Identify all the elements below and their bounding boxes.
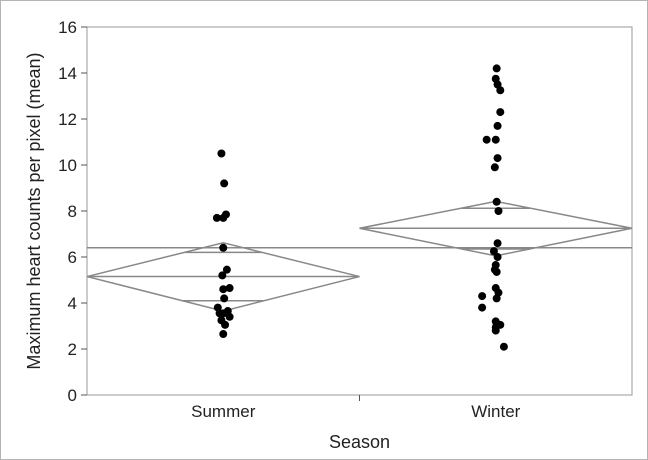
data-point bbox=[493, 121, 502, 130]
data-point bbox=[225, 312, 234, 321]
data-point bbox=[482, 135, 491, 144]
y-tick-label: 10 bbox=[58, 156, 77, 175]
y-tick-label: 8 bbox=[68, 202, 77, 221]
data-point bbox=[225, 284, 234, 293]
data-point bbox=[478, 292, 487, 301]
data-point bbox=[489, 247, 498, 256]
data-point bbox=[491, 135, 500, 144]
x-axis-label: Season bbox=[329, 432, 390, 452]
y-tick-label: 12 bbox=[58, 110, 77, 129]
data-point bbox=[496, 86, 505, 95]
y-tick-label: 0 bbox=[68, 386, 77, 405]
data-point bbox=[493, 239, 502, 248]
data-point bbox=[493, 253, 502, 261]
data-point bbox=[490, 163, 499, 172]
data-point bbox=[492, 294, 501, 303]
data-point bbox=[499, 342, 508, 351]
data-point bbox=[220, 294, 229, 303]
data-point bbox=[212, 213, 221, 222]
data-point bbox=[219, 285, 228, 294]
data-point bbox=[220, 179, 229, 188]
y-axis: 0 2 4 6 8 10 12 14 16 bbox=[58, 18, 87, 405]
data-point bbox=[492, 267, 501, 276]
data-point bbox=[219, 243, 228, 252]
data-point bbox=[221, 320, 230, 329]
data-point bbox=[221, 210, 230, 219]
data-point bbox=[478, 303, 487, 312]
y-axis-label: Maximum heart counts per pixel (mean) bbox=[24, 52, 44, 369]
data-point bbox=[491, 326, 500, 335]
x-axis: Summer Winter bbox=[191, 395, 521, 421]
data-point bbox=[496, 108, 505, 117]
y-tick-label: 2 bbox=[68, 340, 77, 359]
data-point bbox=[219, 330, 228, 339]
data-points bbox=[212, 64, 508, 351]
x-tick-label: Summer bbox=[191, 402, 256, 421]
data-point bbox=[493, 154, 502, 163]
data-point bbox=[222, 265, 231, 274]
data-point bbox=[218, 271, 227, 280]
x-tick-label: Winter bbox=[471, 402, 520, 421]
y-tick-label: 6 bbox=[68, 248, 77, 267]
data-point bbox=[492, 197, 501, 206]
data-point bbox=[492, 64, 501, 73]
data-point bbox=[217, 149, 226, 158]
y-tick-label: 14 bbox=[58, 64, 77, 83]
data-point bbox=[494, 207, 503, 215]
data-point bbox=[496, 320, 505, 329]
y-tick-label: 16 bbox=[58, 18, 77, 37]
y-tick-label: 4 bbox=[68, 294, 77, 313]
